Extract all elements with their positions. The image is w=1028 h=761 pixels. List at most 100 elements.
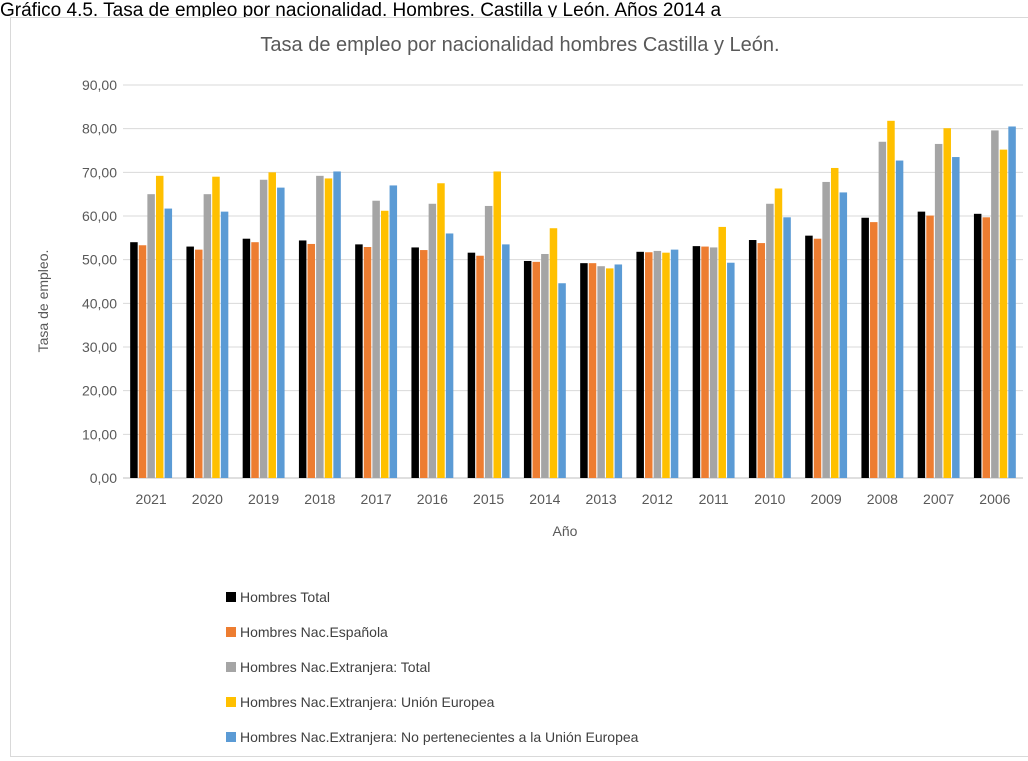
bar bbox=[999, 149, 1008, 479]
figure-caption: Gráfico 4.5. Tasa de empleo por nacional… bbox=[0, 0, 722, 21]
y-tick-label: 90,00 bbox=[82, 77, 117, 93]
bar bbox=[532, 261, 541, 478]
bar bbox=[614, 264, 623, 478]
bar bbox=[830, 167, 839, 478]
chart-title: Tasa de empleo por nacionalidad hombres … bbox=[260, 34, 779, 56]
x-tick-label: 2019 bbox=[248, 491, 279, 507]
bar bbox=[839, 192, 848, 479]
bar bbox=[242, 238, 251, 478]
bar bbox=[138, 245, 147, 478]
bar bbox=[774, 188, 783, 479]
x-tick-label: 2009 bbox=[811, 491, 842, 507]
legend-swatch bbox=[226, 592, 236, 602]
bar bbox=[588, 263, 597, 478]
bar bbox=[757, 243, 766, 478]
x-tick-label: 2006 bbox=[979, 491, 1010, 507]
bar bbox=[662, 252, 670, 478]
bar bbox=[718, 226, 726, 478]
bar bbox=[670, 249, 679, 478]
legend-swatch bbox=[226, 697, 236, 707]
bar bbox=[861, 217, 869, 478]
x-tick-label: 2010 bbox=[754, 491, 785, 507]
bar bbox=[155, 175, 164, 478]
x-tick-label: 2013 bbox=[586, 491, 617, 507]
x-tick-label: 2017 bbox=[361, 491, 392, 507]
bar bbox=[805, 235, 813, 478]
chart-canvas: Tasa de empleo por nacionalidad hombres … bbox=[35, 34, 1023, 539]
bar bbox=[991, 130, 999, 478]
bar bbox=[324, 178, 333, 479]
bar bbox=[783, 217, 791, 478]
x-tick-label: 2016 bbox=[417, 491, 448, 507]
bar bbox=[389, 185, 398, 478]
y-tick-labels: 0,00 10,00 20,00 30,00 40,00 50,00 60,00 70,00 8… bbox=[82, 77, 117, 486]
bar bbox=[493, 171, 501, 478]
bar bbox=[549, 228, 558, 478]
legend-label: Hombres Nac.Extranjera: No perteneciente… bbox=[240, 729, 639, 745]
bar bbox=[251, 242, 259, 478]
bar bbox=[186, 246, 194, 478]
bar bbox=[934, 143, 943, 478]
x-tick-label: 2021 bbox=[136, 491, 167, 507]
bar bbox=[316, 175, 324, 478]
bar bbox=[467, 252, 476, 478]
bar bbox=[428, 203, 437, 479]
y-tick-label: 30,00 bbox=[82, 339, 117, 355]
bar bbox=[502, 244, 510, 478]
x-tick-label: 2015 bbox=[473, 491, 504, 507]
legend-item: Hombres Nac.Extranjera: Unión Europea bbox=[226, 691, 638, 713]
bar bbox=[523, 260, 532, 478]
x-axis-label: Año bbox=[553, 523, 578, 539]
bar bbox=[692, 246, 701, 478]
bar bbox=[917, 211, 926, 478]
y-tick-label: 70,00 bbox=[82, 164, 117, 180]
bar bbox=[597, 266, 605, 478]
bar bbox=[380, 210, 389, 478]
y-tick-label: 60,00 bbox=[82, 208, 117, 224]
bar bbox=[420, 250, 428, 478]
x-tick-label: 2020 bbox=[192, 491, 223, 507]
bar bbox=[147, 194, 155, 478]
bar bbox=[813, 238, 822, 478]
bar bbox=[982, 217, 991, 478]
x-tick-label: 2011 bbox=[699, 491, 729, 507]
bar bbox=[333, 171, 341, 478]
legend-swatch bbox=[226, 627, 236, 637]
bar bbox=[445, 233, 454, 478]
bar bbox=[605, 268, 614, 478]
bar bbox=[952, 157, 960, 479]
legend-label: Hombres Nac.Extranjera: Total bbox=[240, 659, 431, 675]
bar bbox=[277, 187, 285, 478]
y-tick-label: 10,00 bbox=[82, 426, 117, 442]
bar bbox=[748, 240, 757, 478]
bar bbox=[307, 243, 316, 478]
bar bbox=[212, 176, 220, 478]
bar bbox=[411, 247, 419, 478]
bar bbox=[541, 253, 549, 478]
x-tick-label: 2008 bbox=[867, 491, 898, 507]
bar bbox=[709, 247, 718, 478]
bar bbox=[1008, 126, 1016, 478]
bar bbox=[973, 213, 982, 479]
legend-item: Hombres Nac.Extranjera: Total bbox=[226, 656, 638, 678]
bar bbox=[484, 205, 493, 478]
bar bbox=[878, 141, 887, 478]
bar bbox=[259, 179, 268, 479]
bar bbox=[870, 222, 878, 478]
legend-label: Hombres Nac.Española bbox=[240, 624, 388, 640]
legend-item: Hombres Nac.Española bbox=[226, 621, 638, 643]
x-tick-label: 2007 bbox=[923, 491, 954, 507]
y-tick-label: 0,00 bbox=[90, 470, 117, 486]
bar bbox=[636, 251, 644, 478]
bar bbox=[766, 203, 774, 479]
legend-label: Hombres Total bbox=[240, 589, 331, 605]
legend-swatch bbox=[226, 662, 236, 672]
x-tick-label: 2012 bbox=[642, 491, 673, 507]
bar bbox=[355, 244, 363, 478]
legend-item: Hombres Nac.Extranjera: No perteneciente… bbox=[226, 726, 638, 748]
bar bbox=[645, 252, 653, 478]
legend: Hombres Total Hombres Nac.Española Hombres… bbox=[226, 586, 638, 761]
bar bbox=[580, 263, 588, 478]
bar bbox=[437, 183, 445, 478]
legend-item: Hombres Total bbox=[226, 586, 638, 608]
